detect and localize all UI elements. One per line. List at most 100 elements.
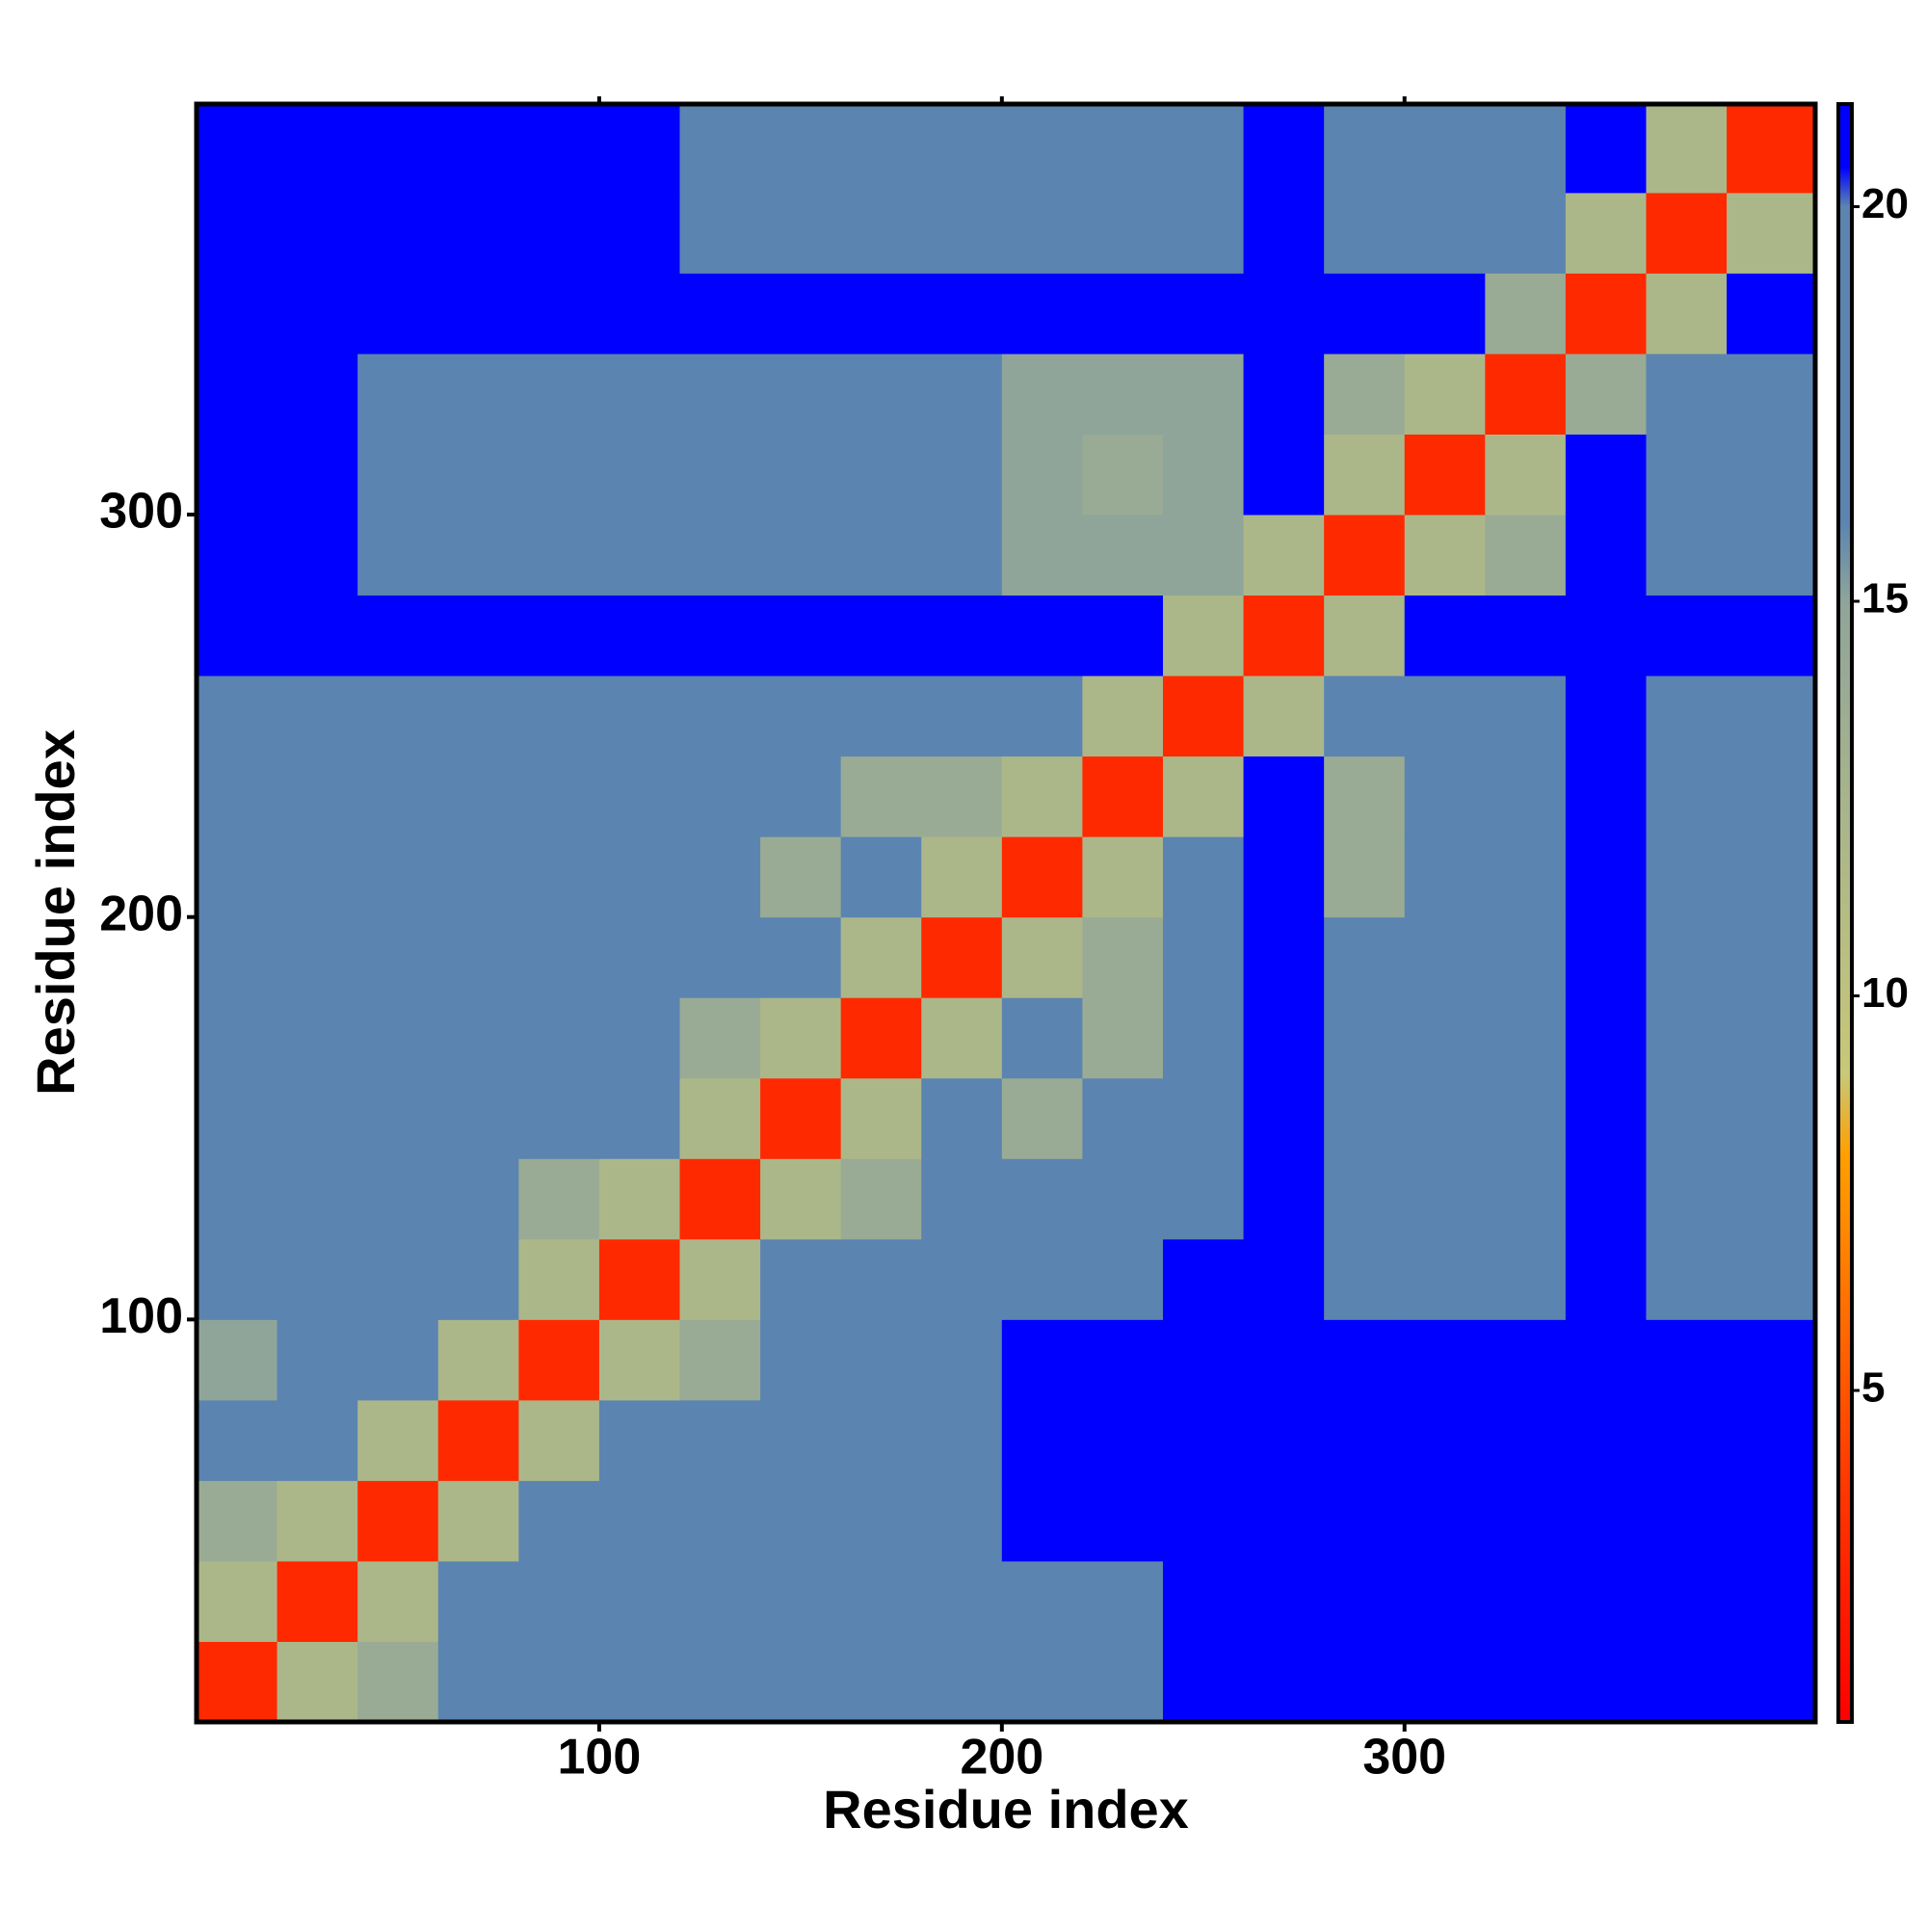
heatmap-cell	[679, 1641, 761, 1723]
heatmap-cell	[1082, 1319, 1164, 1401]
heatmap-cell	[1001, 515, 1083, 596]
heatmap-cell	[437, 595, 519, 676]
heatmap-cell	[197, 1077, 278, 1159]
heatmap-cell	[840, 1319, 922, 1401]
heatmap-cell	[760, 1238, 842, 1320]
heatmap-cell	[760, 192, 842, 274]
heatmap-cell	[357, 353, 439, 435]
heatmap-cell	[840, 1077, 922, 1159]
heatmap-cell	[1243, 1238, 1325, 1320]
heatmap-cell	[197, 916, 278, 998]
heatmap-cell	[840, 1480, 922, 1562]
heatmap-cell	[1646, 434, 1728, 516]
heatmap-cell	[1082, 675, 1164, 757]
heatmap-cell	[1565, 1480, 1647, 1562]
heatmap-cell	[1082, 1238, 1164, 1320]
heatmap-cell	[1485, 515, 1567, 596]
heatmap-cell	[921, 595, 1003, 676]
heatmap-cell	[1324, 1480, 1406, 1562]
heatmap-cell	[1001, 192, 1083, 274]
heatmap-cell	[1404, 434, 1486, 516]
heatmap-cell	[1001, 1158, 1083, 1240]
heatmap-cell	[1001, 997, 1083, 1079]
x-tick-label: 300	[1362, 1730, 1446, 1786]
heatmap-cell	[1082, 1399, 1164, 1481]
heatmap-cell	[598, 434, 680, 516]
heatmap-cell	[1162, 1077, 1245, 1159]
heatmap-cell	[921, 353, 1003, 435]
heatmap-cell	[197, 104, 278, 194]
heatmap-cell	[357, 916, 439, 998]
heatmap-cell	[1324, 595, 1406, 676]
heatmap-cell	[679, 104, 761, 194]
heatmap-cell	[921, 273, 1003, 355]
heatmap-cell	[277, 353, 358, 435]
heatmap-cell	[1162, 353, 1245, 435]
heatmap-cell	[679, 1480, 761, 1562]
heatmap-cell	[1404, 836, 1486, 918]
heatmap-cell	[518, 916, 600, 998]
heatmap-cell	[1565, 1641, 1647, 1723]
heatmap-cell	[357, 836, 439, 918]
y-axis-title: Residue index	[25, 729, 86, 1096]
heatmap-cell	[277, 515, 358, 596]
heatmap-cell	[1243, 755, 1325, 837]
heatmap-cell	[921, 1238, 1003, 1320]
heatmap-cell	[437, 755, 519, 837]
heatmap-cell	[921, 1319, 1003, 1401]
heatmap-cell	[598, 515, 680, 596]
heatmap-cell	[1324, 1238, 1406, 1320]
heatmap-cell	[1162, 1238, 1245, 1320]
heatmap-cell	[1082, 192, 1164, 274]
heatmap-cell	[197, 1319, 278, 1401]
heatmap-cell	[840, 1158, 922, 1240]
heatmap-cell	[1485, 1480, 1567, 1562]
heatmap-cell	[357, 1319, 439, 1401]
heatmap-cell	[1001, 916, 1083, 998]
heatmap-cell	[1324, 192, 1406, 274]
heatmap-cell	[1565, 836, 1647, 918]
heatmap	[197, 104, 1816, 1723]
heatmap-cell	[1485, 836, 1567, 918]
heatmap-cell	[679, 1560, 761, 1642]
heatmap-cell	[1162, 1560, 1245, 1642]
heatmap-cell	[598, 997, 680, 1079]
heatmap-cell	[1243, 104, 1325, 194]
heatmap-cell	[1082, 273, 1164, 355]
heatmap-cell	[437, 192, 519, 274]
heatmap-cell	[921, 997, 1003, 1079]
heatmap-cell	[1082, 1641, 1164, 1723]
heatmap-cell	[357, 515, 439, 596]
heatmap-cell	[1404, 192, 1486, 274]
heatmap-cell	[1162, 104, 1245, 194]
heatmap-cell	[1324, 997, 1406, 1079]
heatmap-cell	[1727, 1560, 1816, 1642]
heatmap-cell	[518, 595, 600, 676]
heatmap-cell	[357, 1641, 439, 1723]
heatmap-cell	[1646, 353, 1728, 435]
heatmap-cell	[760, 353, 842, 435]
heatmap-cell	[1082, 997, 1164, 1079]
heatmap-cell	[437, 836, 519, 918]
heatmap-cell	[1082, 1560, 1164, 1642]
heatmap-cell	[760, 434, 842, 516]
heatmap-cell	[1324, 1077, 1406, 1159]
heatmap-cell	[840, 104, 922, 194]
heatmap-cell	[1082, 104, 1164, 194]
heatmap-cell	[1485, 434, 1567, 516]
heatmap-cell	[1727, 353, 1816, 435]
heatmap-cell	[1243, 1641, 1325, 1723]
heatmap-cell	[1646, 997, 1728, 1079]
heatmap-cell	[1485, 104, 1567, 194]
heatmap-cell	[1243, 1399, 1325, 1481]
heatmap-cell	[1243, 1077, 1325, 1159]
heatmap-cell	[1727, 104, 1816, 194]
plot-frame	[194, 101, 1818, 1725]
heatmap-cell	[1485, 755, 1567, 837]
heatmap-cell	[357, 675, 439, 757]
heatmap-cell	[357, 1560, 439, 1642]
heatmap-cell	[518, 1238, 600, 1320]
heatmap-cell	[840, 595, 922, 676]
